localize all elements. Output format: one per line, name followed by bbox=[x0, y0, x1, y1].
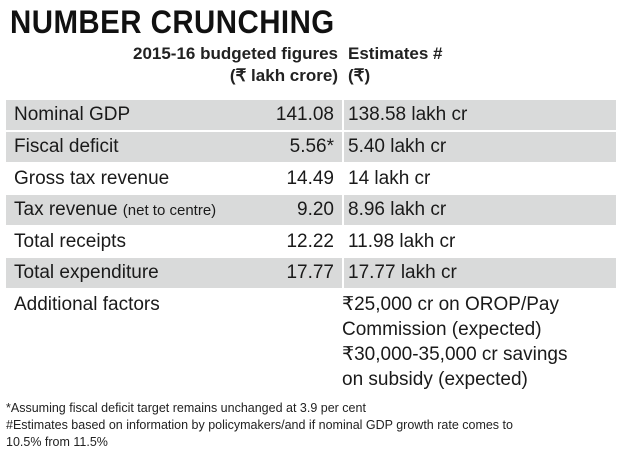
table-row: Gross tax revenue 14.49 14 lakh cr bbox=[6, 164, 616, 194]
page-title: NUMBER CRUNCHING bbox=[10, 4, 335, 40]
footnotes: *Assuming fiscal deficit target remains … bbox=[6, 400, 616, 451]
row-budget-value: 5.56* bbox=[289, 136, 334, 157]
table-row: Tax revenue (net to centre) 9.20 8.96 la… bbox=[6, 195, 616, 225]
column-header-budget-line1: 2015-16 budgeted figures bbox=[132, 44, 338, 63]
row-budget-value: 141.08 bbox=[275, 104, 334, 125]
row-budget-value: 12.22 bbox=[286, 231, 334, 252]
column-header-estimates-line1: Estimates # bbox=[348, 44, 443, 63]
row-estimate-value: 138.58 lakh cr bbox=[348, 104, 468, 125]
footnote: 10.5% from 11.5% bbox=[6, 435, 108, 449]
additional-line: ₹30,000-35,000 cr savings bbox=[342, 344, 568, 365]
table-row: Nominal GDP 141.08 138.58 lakh cr bbox=[6, 100, 616, 130]
row-estimate-value: 8.96 lakh cr bbox=[348, 199, 447, 220]
footnote: *Assuming fiscal deficit target remains … bbox=[6, 401, 366, 415]
table-row: Total expenditure 17.77 17.77 lakh cr bbox=[6, 258, 616, 288]
row-estimate-value: 11.98 lakh cr bbox=[348, 231, 456, 252]
row-estimate-value: 5.40 lakh cr bbox=[348, 136, 447, 157]
column-header-budget-line2: (₹ lakh crore) bbox=[229, 66, 338, 85]
column-header-estimates-line2: (₹) bbox=[348, 66, 371, 85]
footnote: #Estimates based on information by polic… bbox=[6, 418, 513, 432]
additional-line: Commission (expected) bbox=[342, 319, 542, 340]
column-divider bbox=[342, 258, 344, 288]
row-label: Additional factors bbox=[14, 294, 160, 315]
row-estimate-value: 14 lakh cr bbox=[348, 168, 431, 189]
column-divider bbox=[342, 100, 344, 130]
column-divider bbox=[342, 132, 344, 162]
additional-line: on subsidy (expected) bbox=[342, 369, 528, 390]
table-row: Fiscal deficit 5.56* 5.40 lakh cr bbox=[6, 132, 616, 162]
row-label: Gross tax revenue bbox=[14, 168, 170, 189]
row-label: Total receipts bbox=[14, 231, 126, 252]
additional-factors-text: ₹25,000 cr on OROP/Pay Commission (expec… bbox=[342, 292, 567, 392]
row-label: Nominal GDP bbox=[14, 104, 131, 125]
row-budget-value: 17.77 bbox=[286, 262, 334, 283]
column-divider bbox=[342, 195, 344, 225]
column-header-budget: 2015-16 budgeted figures (₹ lakh crore) bbox=[133, 43, 338, 87]
row-estimate-value: 17.77 lakh cr bbox=[348, 262, 457, 283]
row-label-note: (net to centre) bbox=[122, 202, 217, 219]
row-label: Fiscal deficit bbox=[14, 136, 119, 157]
column-header-estimates: Estimates # (₹) bbox=[348, 43, 443, 87]
row-label-text: Tax revenue bbox=[14, 199, 118, 220]
row-label: Total expenditure bbox=[14, 262, 159, 283]
row-budget-value: 9.20 bbox=[297, 199, 334, 220]
row-label: Tax revenue (net to centre) bbox=[14, 195, 216, 226]
row-budget-value: 14.49 bbox=[286, 168, 334, 189]
table-row: Total receipts 12.22 11.98 lakh cr bbox=[6, 227, 616, 257]
table-row-additional: Additional factors bbox=[6, 290, 616, 320]
additional-line: ₹25,000 cr on OROP/Pay bbox=[342, 294, 559, 315]
